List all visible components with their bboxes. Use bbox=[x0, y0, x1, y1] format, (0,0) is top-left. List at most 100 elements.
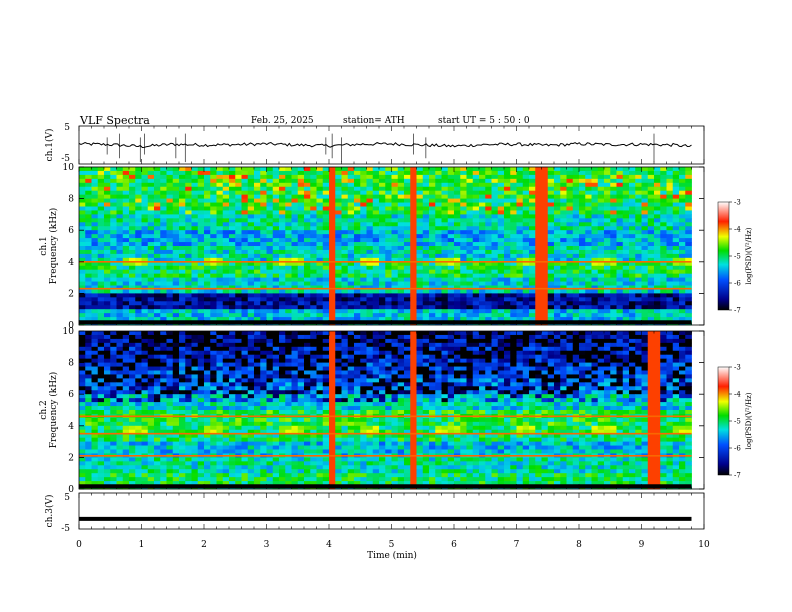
spectrogram-cell bbox=[110, 331, 117, 336]
spectrogram-cell bbox=[585, 338, 592, 344]
spectrogram-cell bbox=[272, 334, 280, 340]
spectrogram-cell bbox=[104, 170, 111, 176]
spectrogram-cell bbox=[585, 301, 592, 306]
spectrogram-cell bbox=[204, 198, 211, 203]
spectrogram-cell bbox=[104, 305, 111, 310]
spectrogram-cell bbox=[441, 246, 449, 251]
spectrogram-cell bbox=[222, 190, 230, 196]
spectrogram-cell bbox=[285, 242, 292, 247]
spectrogram-cell bbox=[597, 214, 605, 219]
spectrogram-cell bbox=[204, 305, 211, 310]
spectrogram-cell bbox=[341, 309, 349, 314]
spectrogram-cell bbox=[385, 305, 392, 310]
spectrogram-cell bbox=[591, 273, 599, 278]
spectrogram-cell bbox=[185, 182, 192, 188]
spectrogram-cell bbox=[629, 281, 636, 286]
spectrogram-cell bbox=[635, 358, 642, 363]
spectrogram-cell bbox=[497, 246, 505, 251]
spectrogram-cell bbox=[541, 342, 549, 348]
spectrogram-cell bbox=[572, 234, 580, 239]
spectrogram-cell bbox=[266, 317, 274, 322]
spectrogram-cell bbox=[404, 198, 411, 203]
spectrogram-cell bbox=[279, 342, 286, 348]
spectrogram-cell bbox=[685, 317, 692, 322]
spectrogram-cell bbox=[354, 362, 361, 367]
spectrogram-cell bbox=[572, 246, 580, 251]
spectrogram-cell bbox=[622, 273, 630, 278]
spectrogram-cell bbox=[141, 285, 149, 290]
spectrogram-cell bbox=[329, 277, 336, 282]
spectrogram-cell bbox=[591, 334, 599, 340]
spectrogram-cell bbox=[197, 234, 205, 239]
spectrogram-cell bbox=[222, 317, 230, 322]
spectrogram-cell bbox=[216, 230, 224, 235]
spectrogram-cell bbox=[416, 265, 424, 271]
spectrogram-cell bbox=[129, 370, 136, 375]
spectrogram-cell bbox=[404, 331, 411, 336]
spectrogram-cell bbox=[122, 354, 130, 360]
spectrogram-cell bbox=[329, 285, 336, 290]
spectrogram-cell bbox=[210, 289, 217, 294]
spectrogram-cell bbox=[229, 281, 236, 286]
spectrogram-cell bbox=[235, 293, 242, 298]
spectrogram-cell bbox=[504, 218, 511, 223]
spectrogram-cell bbox=[597, 170, 605, 176]
spectrogram-cell bbox=[454, 246, 461, 251]
spectrogram-cell bbox=[410, 331, 417, 336]
spectrogram-cell bbox=[279, 178, 286, 184]
spectrogram-cell bbox=[79, 214, 86, 219]
spectrogram-cell bbox=[122, 313, 130, 318]
spectrogram-cell bbox=[172, 354, 180, 360]
spectrogram-cell bbox=[429, 257, 436, 263]
spectrogram-cell bbox=[210, 230, 217, 235]
spectrogram-cell bbox=[510, 226, 517, 231]
spectrogram-cell bbox=[635, 182, 642, 188]
spectrogram-cell bbox=[554, 206, 561, 211]
spectrogram-cell bbox=[360, 277, 367, 282]
spectrogram-cell bbox=[297, 342, 305, 348]
spectrogram-cell bbox=[91, 226, 99, 231]
spectrogram-cell bbox=[285, 246, 292, 251]
spectrogram-cell bbox=[316, 354, 324, 360]
spectrogram-cell bbox=[341, 186, 349, 192]
spectrogram-cell bbox=[247, 242, 255, 247]
spectrogram-cell bbox=[647, 281, 655, 286]
spectrogram-cell bbox=[572, 206, 580, 211]
spectrogram-cell bbox=[622, 293, 630, 298]
spectrogram-cell bbox=[116, 186, 124, 192]
spectrogram-cell bbox=[422, 313, 430, 318]
spectrogram-cell bbox=[579, 342, 586, 348]
spectrogram-cell bbox=[572, 273, 580, 278]
spectrogram-cell bbox=[266, 210, 274, 215]
spectrogram-cell bbox=[291, 253, 299, 259]
spectrogram-cell bbox=[422, 285, 430, 290]
spectrogram-cell bbox=[660, 226, 667, 231]
spectrogram-cell bbox=[372, 261, 380, 267]
spectrogram-cell bbox=[679, 269, 686, 275]
spectrogram-cell bbox=[460, 186, 467, 192]
spectrogram-cell bbox=[260, 261, 267, 267]
spectrogram-cell bbox=[310, 167, 317, 172]
spectrogram-cell bbox=[579, 178, 586, 184]
spectrogram-cell bbox=[222, 346, 230, 352]
spectrogram-cell bbox=[685, 253, 692, 259]
spectrogram-cell bbox=[241, 198, 249, 203]
spectrogram-cell bbox=[341, 338, 349, 344]
spectrogram-cell bbox=[191, 362, 199, 367]
spectrogram-cell bbox=[479, 289, 486, 294]
spectrogram-cell bbox=[147, 206, 155, 211]
spectrogram-cell bbox=[385, 257, 392, 263]
spectrogram-cell bbox=[85, 281, 92, 286]
spectrogram-cell bbox=[422, 331, 430, 336]
spectrogram-cell bbox=[85, 190, 92, 196]
spectrogram-cell bbox=[179, 362, 186, 367]
spectrogram-cell bbox=[516, 206, 524, 211]
spectrogram-cell bbox=[485, 334, 492, 340]
spectrogram-cell bbox=[204, 226, 211, 231]
spectrogram-cell bbox=[147, 214, 155, 219]
spectrogram-cell bbox=[372, 313, 380, 318]
spectrogram-cell bbox=[391, 273, 399, 278]
spectrogram-cell bbox=[260, 194, 267, 199]
spectrogram-cell bbox=[354, 334, 361, 340]
spectrogram-cell bbox=[604, 277, 611, 282]
